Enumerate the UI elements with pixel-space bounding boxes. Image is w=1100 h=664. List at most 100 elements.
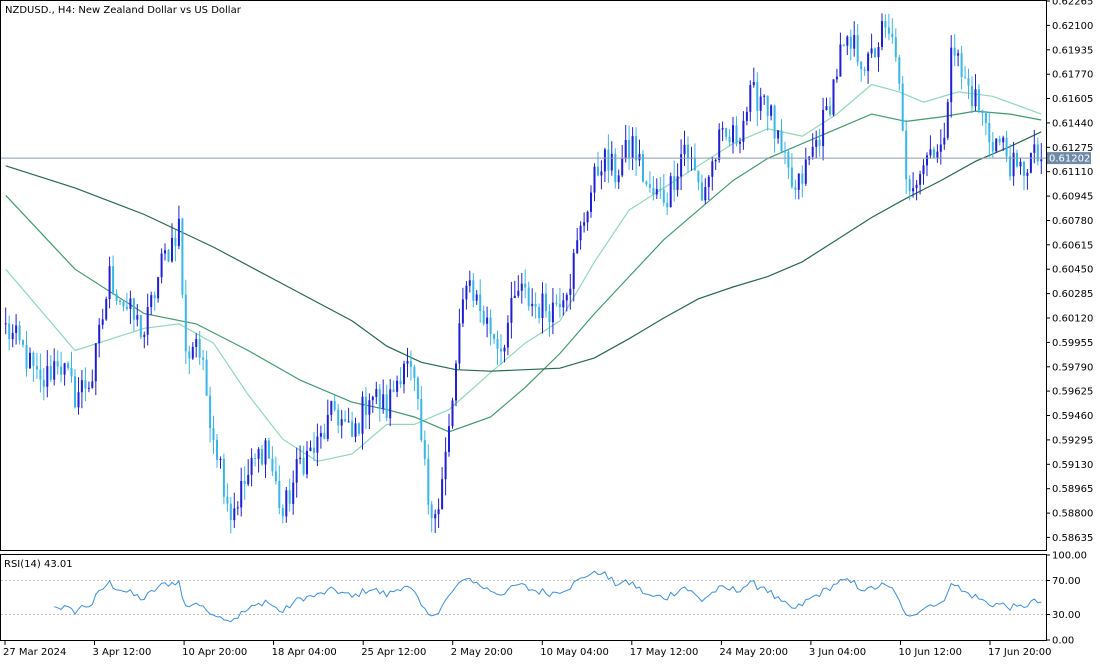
current-price-label: 0.61202	[1049, 154, 1090, 165]
candle-body	[361, 396, 364, 434]
candle-body	[1012, 152, 1015, 177]
candle-body	[409, 361, 412, 367]
candle-body	[977, 89, 980, 111]
candle-body	[1019, 161, 1022, 167]
candle-body	[278, 481, 281, 508]
candle-body	[337, 409, 340, 426]
candle-body	[832, 79, 835, 115]
candle-body	[247, 474, 250, 485]
candle-body	[901, 83, 904, 131]
candle-body	[569, 288, 572, 295]
candle-body	[572, 253, 575, 289]
candle-body	[780, 130, 783, 152]
candle-body	[205, 359, 208, 396]
candle-body	[4, 323, 7, 325]
candle-body	[822, 109, 825, 146]
candle-body	[894, 37, 897, 58]
candle-body	[160, 253, 163, 278]
candle-body	[209, 395, 212, 429]
price-tick-label: 0.60615	[1052, 240, 1093, 251]
candle-body	[486, 317, 489, 324]
candle-body	[926, 155, 928, 166]
candle-body	[500, 348, 502, 352]
candle-body	[946, 102, 949, 138]
candle-body	[351, 421, 354, 437]
candle-body	[302, 457, 305, 475]
candle-body	[770, 105, 773, 116]
candle-body	[617, 175, 620, 183]
candle-body	[354, 423, 357, 437]
price-tick-label: 0.59295	[1052, 435, 1093, 446]
candle-body	[974, 89, 977, 107]
price-tick-label: 0.61935	[1052, 45, 1093, 56]
candle-body	[638, 153, 641, 161]
price-tick-label: 0.61770	[1052, 70, 1093, 81]
time-tick-label: 10 Jun 12:00	[899, 647, 963, 658]
candlestick-layer	[4, 13, 1043, 534]
candle-body	[967, 78, 970, 86]
candle-body	[1005, 137, 1008, 157]
candle-body	[662, 189, 665, 203]
candle-body	[222, 458, 225, 497]
candle-body	[801, 173, 804, 184]
candle-body	[645, 181, 648, 185]
candle-body	[711, 161, 714, 177]
candle-body	[264, 440, 267, 465]
candle-body	[863, 69, 866, 71]
candle-body	[119, 300, 121, 302]
candle-body	[392, 389, 395, 392]
candle-body	[167, 250, 170, 262]
candle-body	[212, 428, 215, 440]
current-price-label-bg	[1047, 152, 1091, 165]
candle-body	[60, 366, 63, 375]
price-tick-label: 0.58635	[1052, 533, 1093, 544]
price-tick-label: 0.59130	[1052, 460, 1093, 471]
candle-body	[825, 106, 828, 110]
candle-body	[70, 368, 73, 377]
candle-body	[136, 315, 139, 320]
candle-body	[22, 340, 24, 345]
candle-body	[538, 306, 541, 318]
candle-body	[1016, 152, 1018, 167]
candle-body	[721, 128, 724, 130]
candle-body	[614, 153, 617, 183]
candle-body	[455, 363, 457, 401]
candle-body	[364, 396, 367, 415]
candle-body	[583, 222, 586, 226]
candle-body	[624, 140, 627, 159]
moving-average-layer	[5, 83, 1042, 462]
candle-body	[607, 149, 610, 171]
candle-body	[1033, 144, 1036, 153]
candle-body	[32, 352, 35, 366]
candle-body	[728, 136, 731, 143]
candle-body	[389, 389, 392, 419]
candle-body	[759, 96, 762, 111]
candle-body	[590, 192, 592, 212]
candle-body	[198, 339, 201, 358]
candle-body	[749, 85, 752, 112]
candle-body	[195, 339, 198, 347]
candle-body	[295, 459, 298, 483]
rsi-tick-label: 100.00	[1052, 551, 1087, 562]
candle-body	[448, 426, 450, 452]
candle-body	[860, 62, 863, 70]
candle-body	[666, 202, 669, 208]
price-tick-label: 0.62100	[1052, 21, 1093, 32]
candle-body	[787, 151, 790, 168]
candle-body	[794, 187, 797, 190]
candle-body	[112, 266, 115, 294]
candle-body	[267, 440, 270, 459]
candle-body	[493, 333, 496, 339]
candle-body	[856, 35, 859, 63]
candle-body	[11, 332, 14, 340]
candle-body	[250, 458, 253, 475]
candle-body	[555, 302, 558, 304]
candle-body	[756, 82, 759, 111]
price-tick-label: 0.61275	[1052, 143, 1093, 154]
candle-body	[84, 380, 87, 389]
candle-body	[541, 293, 544, 318]
candle-body	[385, 394, 388, 419]
price-tick-label: 0.59790	[1052, 362, 1093, 373]
